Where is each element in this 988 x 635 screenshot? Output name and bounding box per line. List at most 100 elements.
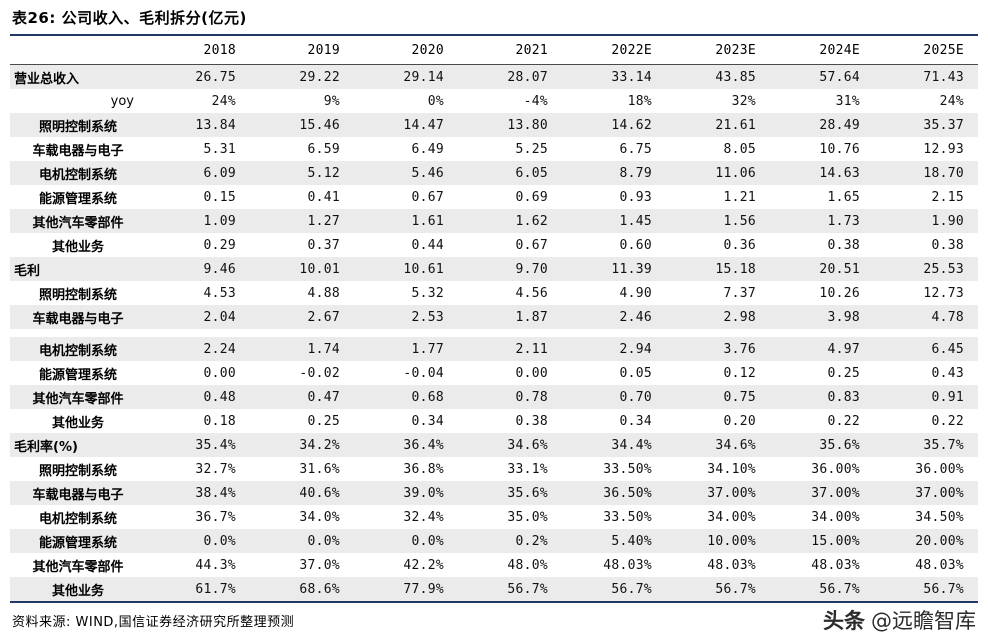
cell: 36.50% xyxy=(603,485,652,501)
cell: 1.27 xyxy=(307,213,340,229)
cell: 1.73 xyxy=(827,213,860,229)
cell: 20.00% xyxy=(915,533,964,549)
row-label: 能源管理系统 xyxy=(38,367,117,383)
cell: -0.04 xyxy=(403,365,444,381)
cell: 0.44 xyxy=(411,237,444,253)
row-label: 毛利 xyxy=(14,263,41,279)
cell: 8.05 xyxy=(723,141,756,157)
cell: 14.62 xyxy=(611,117,652,133)
cell: 36.4% xyxy=(403,437,444,453)
cell: 0.15 xyxy=(203,189,236,205)
cell: 15.00% xyxy=(811,533,860,549)
cell: 48.0% xyxy=(507,557,548,573)
cell: 0.18 xyxy=(203,413,236,429)
cell: 8.79 xyxy=(619,165,652,181)
cell: 1.56 xyxy=(723,213,756,229)
cell: 1.74 xyxy=(307,341,340,357)
row-label: 能源管理系统 xyxy=(38,191,117,207)
cell: 1.65 xyxy=(827,189,860,205)
cell: 5.12 xyxy=(307,165,340,181)
cell: 34.00% xyxy=(811,509,860,525)
cell: 0.75 xyxy=(723,389,756,405)
cell: 0.38 xyxy=(515,413,548,429)
cell: 32% xyxy=(731,93,756,109)
cell: 0.38 xyxy=(827,237,860,253)
cell: 32.4% xyxy=(403,509,444,525)
cell: 42.2% xyxy=(403,557,444,573)
cell: 2.98 xyxy=(723,309,756,325)
cell: 33.1% xyxy=(507,461,548,477)
cell: 10.00% xyxy=(707,533,756,549)
cell: 5.31 xyxy=(203,141,236,157)
cell: 36.7% xyxy=(195,509,236,525)
cell: 34.6% xyxy=(507,437,548,453)
cell: 2.11 xyxy=(515,341,548,357)
cell: 1.77 xyxy=(411,341,444,357)
cell: 35.6% xyxy=(507,485,548,501)
cell: 0.41 xyxy=(307,189,340,205)
cell: 0.38 xyxy=(931,237,964,253)
cell: 25.53 xyxy=(923,261,964,277)
row-label: 其他汽车零部件 xyxy=(32,215,124,231)
cell: 34.50% xyxy=(915,509,964,525)
cell: 1.09 xyxy=(203,213,236,229)
top-rule xyxy=(10,34,978,36)
column-header-2025E: 2025E xyxy=(874,36,978,65)
watermark: 头条 @远瞻智库 xyxy=(823,605,976,635)
cell: 26.75 xyxy=(195,69,236,85)
spacer-cell xyxy=(10,329,978,337)
cell: 0.05 xyxy=(619,365,652,381)
cell: 2.94 xyxy=(619,341,652,357)
cell: 18% xyxy=(627,93,652,109)
table-row: 毛利 9.46 10.01 10.61 9.70 11.39 15.18 20.51 25.53 xyxy=(10,257,978,281)
cell: 0.25 xyxy=(827,365,860,381)
cell: 0.12 xyxy=(723,365,756,381)
table-row: 电机控制系统 36.7% 34.0% 32.4% 35.0% 33.50% 34.00% 34… xyxy=(10,505,978,529)
cell: -0.02 xyxy=(299,365,340,381)
table-row: 电机控制系统 2.24 1.74 1.77 2.11 2.94 3.76 4.97 6.45 xyxy=(10,337,978,361)
row-label: 照明控制系统 xyxy=(38,463,117,479)
corner-cell xyxy=(10,36,146,65)
cell: 15.18 xyxy=(715,261,756,277)
cell: 0% xyxy=(427,93,444,109)
cell: 35.4% xyxy=(195,437,236,453)
watermark-brand-text: 头条 xyxy=(823,609,865,633)
cell: 71.43 xyxy=(923,69,964,85)
cell: 35.6% xyxy=(819,437,860,453)
table-row: 车载电器与电子 38.4% 40.6% 39.0% 35.6% 36.50% 37.00% 3… xyxy=(10,481,978,505)
cell: 0.67 xyxy=(515,237,548,253)
cell: 6.59 xyxy=(307,141,340,157)
column-header-2022E: 2022E xyxy=(562,36,666,65)
cell: 9.46 xyxy=(203,261,236,277)
cell: 0.22 xyxy=(827,413,860,429)
row-label: 车载电器与电子 xyxy=(32,143,124,159)
cell: 34.00% xyxy=(707,509,756,525)
cell: 56.7% xyxy=(611,581,652,597)
cell: 18.70 xyxy=(923,165,964,181)
row-label: 电机控制系统 xyxy=(38,511,117,527)
cell: 15.46 xyxy=(299,117,340,133)
cell: 12.73 xyxy=(923,285,964,301)
cell: 57.64 xyxy=(819,69,860,85)
cell: 1.21 xyxy=(723,189,756,205)
row-label: yoy xyxy=(110,93,134,109)
cell: 6.45 xyxy=(931,341,964,357)
cell: 48.03% xyxy=(915,557,964,573)
cell: 1.45 xyxy=(619,213,652,229)
cell: 0.48 xyxy=(203,389,236,405)
cell: 33.50% xyxy=(603,509,652,525)
cell: -4% xyxy=(523,93,548,109)
spacer-row xyxy=(10,329,978,337)
cell: 34.0% xyxy=(299,509,340,525)
cell: 5.46 xyxy=(411,165,444,181)
column-header-2020: 2020 xyxy=(354,36,458,65)
cell: 36.00% xyxy=(915,461,964,477)
table-row: 电机控制系统 6.09 5.12 5.46 6.05 8.79 11.06 14.63 18.7… xyxy=(10,161,978,185)
cell: 4.88 xyxy=(307,285,340,301)
cell: 2.67 xyxy=(307,309,340,325)
cell: 32.7% xyxy=(195,461,236,477)
table-row: 其他业务 0.29 0.37 0.44 0.67 0.60 0.36 0.38 0.38 xyxy=(10,233,978,257)
cell: 13.80 xyxy=(507,117,548,133)
cell: 0.29 xyxy=(203,237,236,253)
row-label: 其他汽车零部件 xyxy=(32,559,124,575)
